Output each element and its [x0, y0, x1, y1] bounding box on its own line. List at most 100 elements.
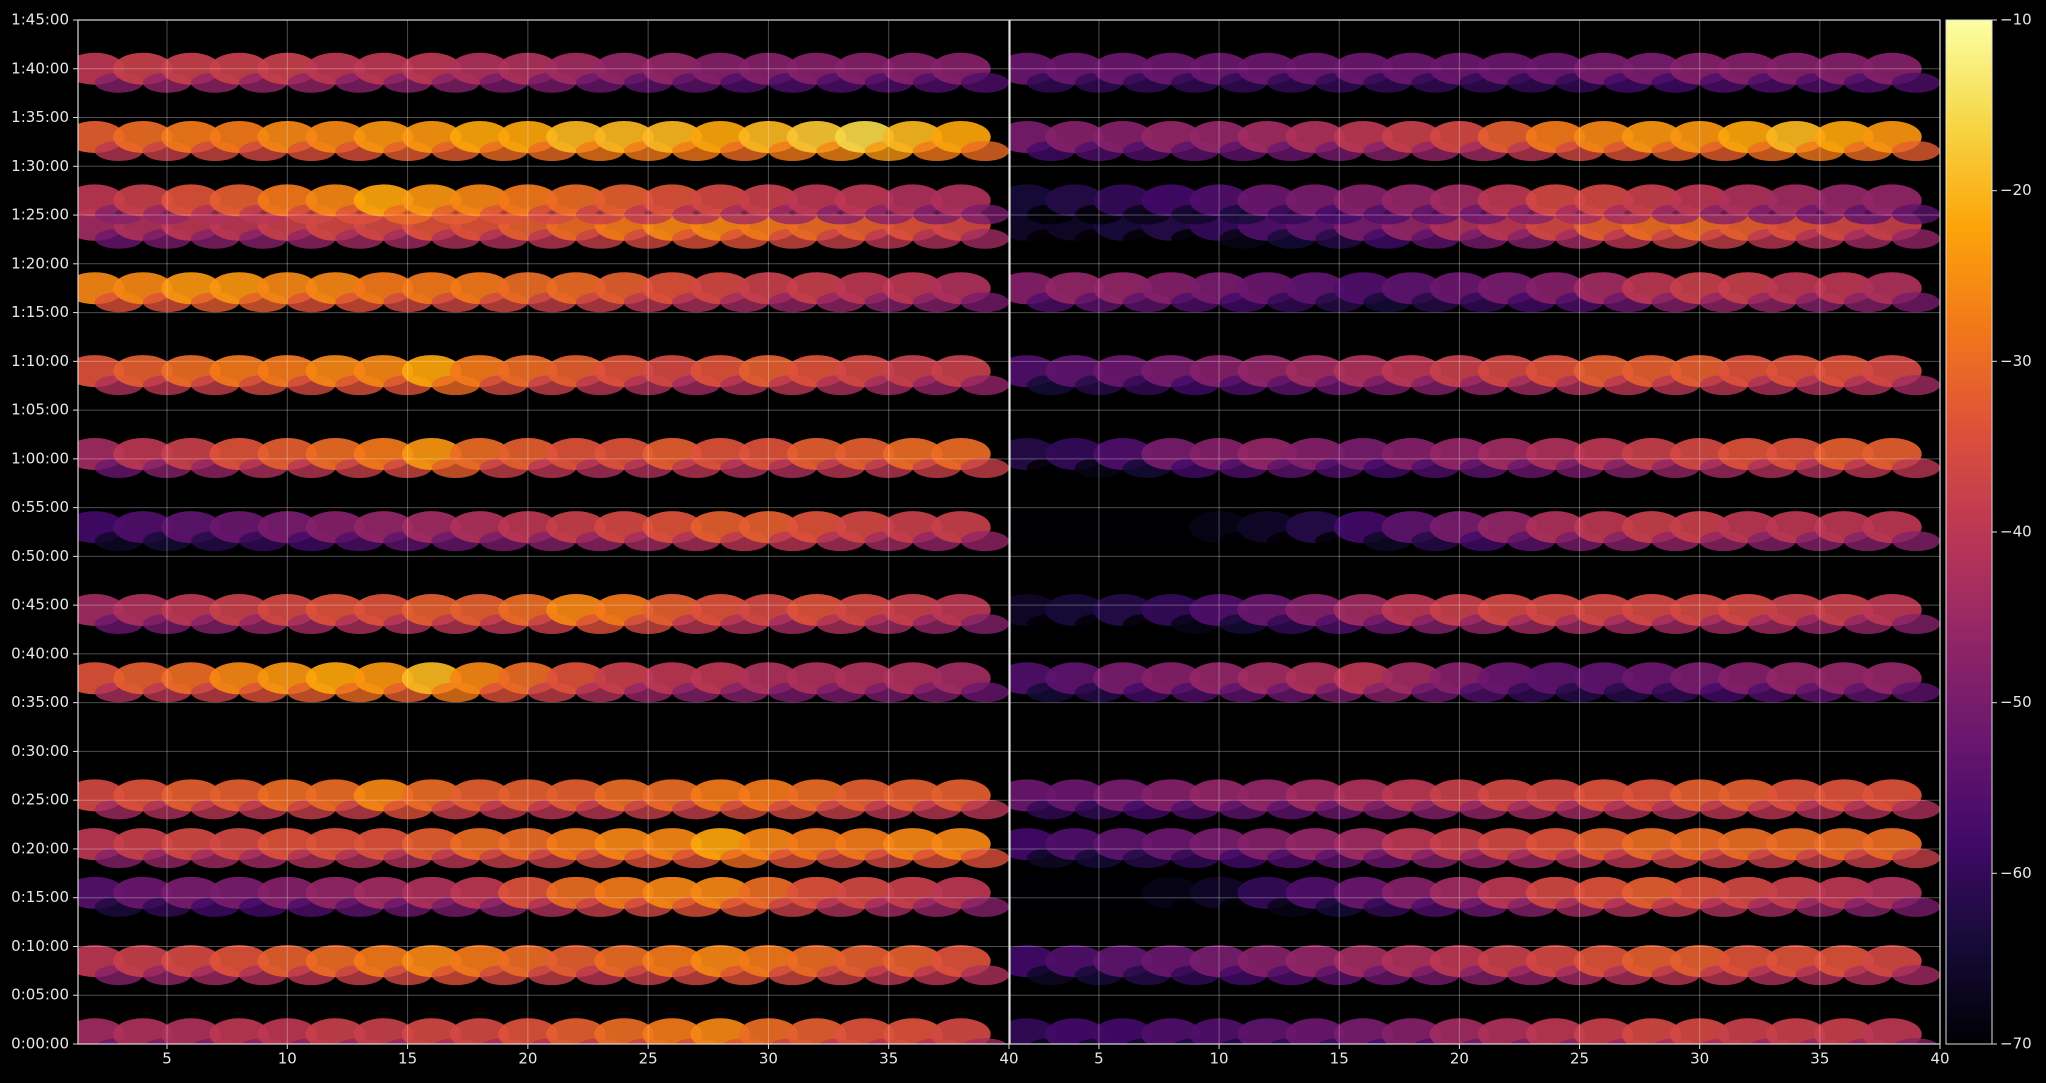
colorbar-tick-label: −60	[2000, 864, 2032, 882]
y-tick-label: 1:25:00	[11, 206, 69, 224]
y-tick-label: 0:55:00	[11, 498, 69, 516]
cell-sub	[1891, 204, 1940, 225]
y-tick-label: 1:00:00	[11, 449, 69, 467]
panel: 5 10 15 20 25 30 35 40	[77, 19, 1019, 1068]
y-tick-label: 0:05:00	[11, 986, 69, 1004]
cell-sub	[1891, 682, 1940, 703]
x-tick-label: 35	[879, 1050, 898, 1068]
x-tick-label: 10	[1210, 1050, 1229, 1068]
x-tick-label: 40	[999, 1050, 1018, 1068]
cell	[498, 1018, 558, 1044]
cell	[1573, 1018, 1634, 1044]
cell	[257, 1018, 318, 1044]
cell-sub	[960, 375, 1009, 396]
cell	[1429, 1018, 1490, 1044]
cell	[1285, 1018, 1345, 1044]
colorbar-tick-label: −30	[2000, 352, 2032, 370]
colorbar-tick-label: −10	[2000, 11, 2032, 29]
cell-sub	[960, 204, 1009, 225]
cell	[1237, 1018, 1297, 1044]
marks	[78, 52, 1009, 1044]
colorbar	[1945, 19, 1993, 1045]
x-tick-label: 35	[1810, 1050, 1829, 1068]
y-tick-label: 0:50:00	[11, 547, 69, 565]
x-tick-label: 25	[639, 1050, 658, 1068]
x-tick-label: 15	[1330, 1050, 1349, 1068]
cell-sub	[1891, 457, 1940, 478]
cell-sub	[960, 141, 1009, 162]
cell	[209, 1018, 270, 1044]
cell-sub	[1891, 141, 1940, 162]
cell	[786, 1018, 847, 1044]
y-tick-label: 0:35:00	[11, 693, 69, 711]
y-tick-label: 1:10:00	[11, 352, 69, 370]
y-tick-label: 1:35:00	[11, 108, 69, 126]
cell	[1814, 1018, 1874, 1044]
cell-sub	[1891, 72, 1940, 93]
cell	[546, 1018, 606, 1044]
cell	[78, 1018, 125, 1044]
x-tick-label: 15	[398, 1050, 417, 1068]
cell-sub	[1891, 292, 1940, 313]
cell-sub	[1891, 799, 1940, 820]
cell	[1333, 1018, 1394, 1044]
y-tick-label: 1:05:00	[11, 401, 69, 419]
x-tick-label: 5	[1094, 1050, 1104, 1068]
cell-sub	[960, 682, 1009, 703]
x-tick-label: 5	[162, 1050, 172, 1068]
panel-frame	[1009, 19, 1941, 1045]
y-tick-label: 0:30:00	[11, 742, 69, 760]
cell	[1093, 1018, 1153, 1044]
x-tick-label: 20	[518, 1050, 537, 1068]
cell-sub	[960, 457, 1009, 478]
cell-sub	[960, 965, 1009, 986]
y-tick-label: 0:00:00	[11, 1035, 69, 1053]
marks	[1010, 52, 1940, 1044]
cell-sub	[1891, 375, 1940, 396]
cell	[1621, 1018, 1682, 1044]
cell	[1477, 1018, 1538, 1044]
colorbar-tick-label: −20	[2000, 181, 2032, 199]
x-tick-label: 25	[1570, 1050, 1589, 1068]
cell	[305, 1018, 366, 1044]
cell	[1045, 1018, 1105, 1044]
y-tick-label: 0:10:00	[11, 937, 69, 955]
cell	[882, 1018, 943, 1044]
cell	[690, 1018, 751, 1044]
y-tick-label: 0:15:00	[11, 888, 69, 906]
colorbar-tick-label: −70	[2000, 1035, 2032, 1053]
cell-sub	[1891, 965, 1940, 986]
cell	[353, 1018, 414, 1044]
cell-sub	[1894, 1038, 1938, 1044]
cell	[1525, 1018, 1586, 1044]
x-tick-label: 30	[1690, 1050, 1709, 1068]
cell	[1141, 1018, 1201, 1044]
y-tick-label: 0:40:00	[11, 644, 69, 662]
cell	[1189, 1018, 1249, 1044]
cell-sub	[963, 1038, 1007, 1044]
cell	[161, 1018, 221, 1044]
cell-sub	[1891, 228, 1940, 249]
y-tick-label: 1:40:00	[11, 59, 69, 77]
cell	[834, 1018, 895, 1044]
colorbar-tick-label: −50	[2000, 693, 2032, 711]
x-tick-label: 30	[759, 1050, 778, 1068]
cell	[1766, 1018, 1826, 1044]
x-tick-label: 10	[278, 1050, 297, 1068]
cell-sub	[1891, 896, 1940, 917]
cell-sub	[960, 72, 1009, 93]
cell-sub	[960, 799, 1009, 820]
cell	[931, 1018, 991, 1044]
panel: 5 10 15 20 25 30 35 40	[1009, 19, 1950, 1068]
cell-sub	[960, 531, 1009, 552]
y-tick-label: 1:30:00	[11, 157, 69, 175]
cell-sub	[1891, 848, 1940, 869]
y-tick-label: 0:20:00	[11, 839, 69, 857]
cell-sub	[960, 848, 1009, 869]
cell	[1381, 1018, 1442, 1044]
cell	[738, 1018, 799, 1044]
y-tick-label: 1:20:00	[11, 254, 69, 272]
cell	[113, 1018, 173, 1044]
